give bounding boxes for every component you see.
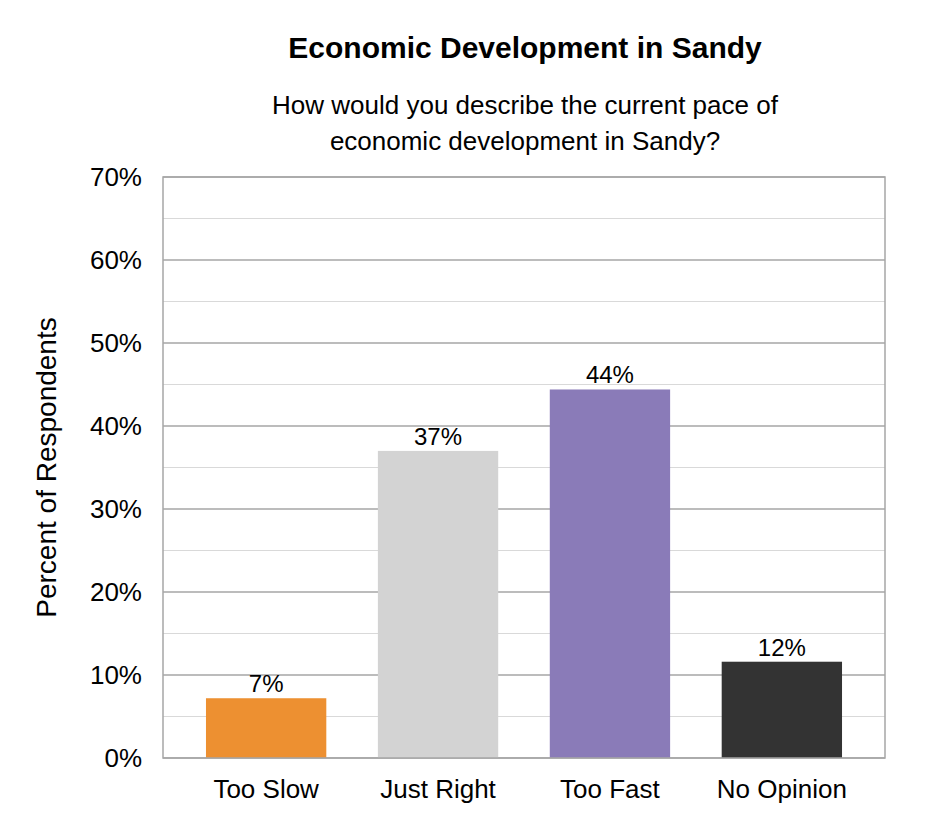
- y-axis-label: Percent of Respondents: [31, 317, 62, 617]
- grid-line: [163, 508, 885, 510]
- y-tick-label: 10%: [90, 660, 142, 690]
- bar: [206, 698, 326, 758]
- x-tick-label: Just Right: [380, 774, 496, 804]
- plot-frame: [163, 177, 885, 758]
- grid-line: [163, 591, 885, 593]
- x-tick-label: Too Slow: [213, 774, 319, 804]
- bar: [378, 451, 498, 758]
- minor-grid-line: [163, 550, 885, 551]
- bars: [206, 389, 842, 758]
- y-tick-label: 0%: [104, 743, 142, 773]
- minor-grid-line: [163, 301, 885, 302]
- chart-subtitle: economic development in Sandy?: [330, 126, 720, 156]
- x-tick-label: Too Fast: [560, 774, 660, 804]
- data-label: 44%: [586, 361, 634, 388]
- y-tick-label: 40%: [90, 411, 142, 441]
- data-label: 7%: [249, 670, 284, 697]
- grid-line: [163, 342, 885, 344]
- chart-svg: Economic Development in Sandy How would y…: [0, 0, 945, 840]
- grid: [163, 177, 885, 758]
- y-tick-label: 70%: [90, 162, 142, 192]
- data-label: 12%: [758, 634, 806, 661]
- y-tick-label: 50%: [90, 328, 142, 358]
- minor-grid-line: [163, 218, 885, 219]
- bar: [550, 389, 670, 758]
- y-tick-label: 20%: [90, 577, 142, 607]
- chart-subtitle: How would you describe the current pace …: [272, 90, 779, 120]
- y-tick-label: 60%: [90, 245, 142, 275]
- grid-line: [163, 259, 885, 261]
- minor-grid-line: [163, 384, 885, 385]
- chart-title: Economic Development in Sandy: [288, 31, 762, 64]
- grid-line: [163, 425, 885, 427]
- x-tick-label: No Opinion: [717, 774, 847, 804]
- bar: [722, 662, 842, 758]
- y-tick-label: 30%: [90, 494, 142, 524]
- data-label: 37%: [414, 423, 462, 450]
- chart-container: Economic Development in Sandy How would y…: [0, 0, 945, 840]
- minor-grid-line: [163, 467, 885, 468]
